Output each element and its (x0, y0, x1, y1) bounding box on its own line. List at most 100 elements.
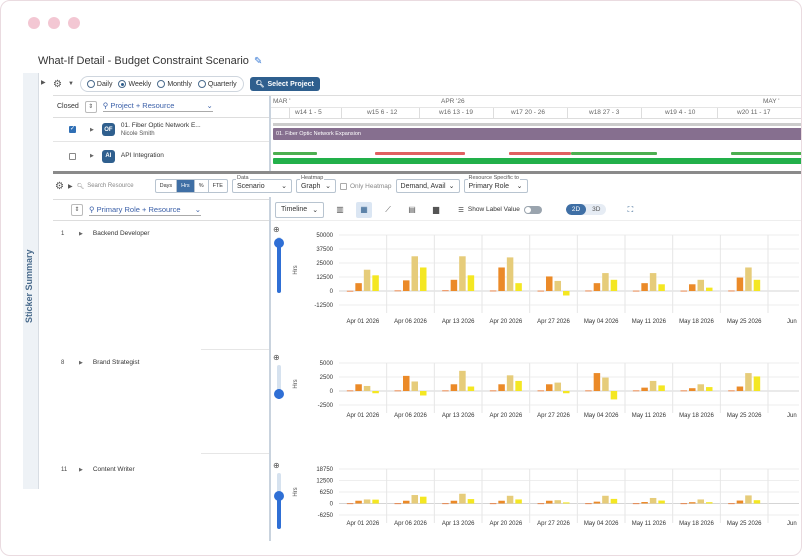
radio-weekly[interactable]: Weekly (118, 80, 151, 88)
bar (610, 498, 618, 504)
select-project-button[interactable]: 🔍︎ Select Project (249, 77, 320, 91)
window-dot-maximize[interactable] (68, 17, 80, 29)
gantt-header: Closed ⇕ ⚲ Project + Resource ⌄ (53, 96, 269, 118)
sort-icon[interactable]: ⇕ (71, 204, 83, 216)
gantt-task-bar[interactable] (273, 152, 317, 155)
data-select[interactable]: Data Scenario ⌄ (231, 175, 292, 193)
bar (753, 376, 761, 391)
group-by-project-select[interactable]: ⚲ Project + Resource ⌄ (102, 101, 213, 112)
zoom-slider[interactable]: ⊕ (273, 353, 285, 401)
gantt-task-bar[interactable] (273, 158, 801, 164)
chart-content-writer[interactable]: Hrs 18750 12500 6250 0 -6250 Apr 01 2026 Apr 06… (289, 463, 802, 539)
chevron-down-icon: ⌄ (194, 204, 201, 214)
view-mode-select[interactable]: Timeline ⌄ (275, 201, 325, 218)
caret-right-icon[interactable]: ▶ (67, 183, 73, 190)
radio-daily[interactable]: Daily (86, 80, 112, 88)
x-tick-label: Apr 13 2026 (442, 521, 475, 527)
edit-icon[interactable]: ✎ (253, 55, 263, 67)
bar (641, 283, 648, 291)
bar (745, 495, 752, 504)
expand-row-icon[interactable]: ▶ (90, 126, 94, 133)
bar (602, 273, 609, 291)
demand-select[interactable]: Demand, Avail ⌄ (395, 179, 460, 193)
gantt-task-bar[interactable] (571, 152, 657, 155)
radio-circle-icon (197, 80, 206, 88)
sort-icon[interactable]: ⇕ (84, 100, 97, 113)
map-icon[interactable]: ⛶ (627, 204, 634, 214)
panel-splitter[interactable] (269, 197, 271, 541)
week-label: w18 27 - 3 (589, 109, 620, 116)
show-label-value-toggle[interactable]: ☰ Show Label Value (458, 205, 542, 214)
x-tick-label: Apr 20 2026 (489, 319, 522, 325)
bar (641, 502, 648, 504)
group-by-role-select[interactable]: ⚲ Primary Role + Resource ⌄ (89, 204, 201, 216)
bar (450, 279, 458, 291)
stacked-chart-icon[interactable]: ▤ (408, 205, 416, 214)
bar (515, 499, 522, 504)
unit-hrs[interactable]: Hrs (177, 180, 195, 192)
chart-backend-developer[interactable]: Hrs 50000 37500 25000 12500 0 -12500 Apr 01 202… (289, 227, 802, 345)
project-row[interactable]: ▶ OF 01. Fiber Optic Network E... Nicole… (53, 118, 269, 142)
area-chart-icon[interactable]: ▆ (433, 205, 440, 214)
gantt-timeline[interactable]: MAR ' APR '26 MAY ' w14 1 - 5 w15 6 - 12… (269, 96, 801, 172)
gantt-bar[interactable]: 01. Fiber Optic Network Expansion (273, 128, 801, 140)
bar (728, 290, 735, 292)
row-checkbox[interactable] (69, 125, 76, 133)
mode-2d[interactable]: 2D (565, 204, 587, 215)
x-tick-label: Jun (787, 413, 797, 419)
radio-quarterly[interactable]: Quarterly (197, 80, 237, 88)
bar (355, 500, 362, 504)
week-label: w19 4 - 10 (665, 109, 696, 116)
resource-specific-select[interactable]: Resource Specific to Primary Role ⌄ (463, 175, 528, 193)
slider-knob[interactable] (274, 389, 284, 399)
gantt-task-bar[interactable] (375, 152, 465, 155)
x-tick-label: May 18 2026 (679, 319, 714, 325)
only-heatmap-checkbox[interactable]: Only Heatmap (339, 182, 392, 190)
slider-knob[interactable] (274, 491, 284, 501)
gear-icon[interactable]: ⚙ (55, 180, 64, 192)
resource-row[interactable]: 11 ▶ Content Writer (61, 466, 135, 473)
grouped-bar-chart-icon[interactable]: ▦ (356, 201, 373, 218)
bar-chart-icon[interactable]: ▥ (336, 205, 344, 214)
gantt-task-bar[interactable] (509, 152, 571, 155)
chart-brand-strategist[interactable]: Hrs 5000 2500 0 -2500 Apr 01 2026 Apr 06 2026 A… (289, 355, 802, 431)
slider-knob[interactable] (274, 238, 284, 248)
zoom-slider[interactable]: ⊕ (273, 225, 285, 295)
line-chart-icon[interactable]: ⟋ (385, 204, 391, 214)
expand-row-icon[interactable]: ▶ (79, 230, 83, 237)
radio-monthly[interactable]: Monthly (157, 80, 192, 88)
splitter[interactable] (53, 171, 801, 174)
search-resource-input[interactable]: 🔍︎ Search Resource (76, 183, 134, 190)
toggle-switch[interactable] (523, 205, 542, 214)
x-tick-label: May 04 2026 (584, 319, 619, 325)
gantt-task-bar[interactable] (731, 152, 801, 155)
expand-row-icon[interactable]: ▶ (79, 466, 83, 473)
zoom-slider[interactable]: ⊕ (273, 461, 285, 531)
gear-icon[interactable]: ⚙ (53, 78, 62, 90)
y-axis-label: Hrs (293, 265, 299, 274)
expand-row-icon[interactable]: ▶ (90, 153, 94, 159)
zoom-icon: ⊕ (273, 461, 280, 470)
unit-percent[interactable]: % (195, 180, 209, 192)
unit-fte[interactable]: FTE (212, 183, 223, 189)
bar (442, 503, 449, 505)
window-dot-close[interactable] (28, 17, 40, 29)
bar (680, 390, 688, 392)
week-label: w20 11 - 17 (737, 109, 771, 116)
resource-row[interactable]: 1 ▶ Backend Developer (61, 230, 150, 237)
project-row[interactable]: ▶ AI API Integration (53, 144, 269, 168)
bar (706, 502, 713, 504)
mode-3d[interactable]: 3D (592, 206, 601, 213)
row-checkbox[interactable] (69, 152, 76, 160)
caret-down-icon[interactable]: ▼ (67, 81, 74, 87)
project-gantt: Closed ⇕ ⚲ Project + Resource ⌄ ▶ OF 01.… (53, 95, 801, 172)
resource-name: Backend Developer (92, 230, 150, 237)
expand-row-icon[interactable]: ▶ (79, 359, 83, 366)
expand-arrow-icon[interactable]: ▶ (41, 80, 46, 86)
bar (610, 391, 618, 400)
unit-days[interactable]: Days (156, 180, 178, 192)
sticker-summary-panel[interactable]: Sticker Summary (23, 73, 39, 489)
heatmap-select[interactable]: Heatmap Graph ⌄ (295, 175, 336, 193)
window-dot-minimize[interactable] (48, 17, 60, 29)
resource-row[interactable]: 8 ▶ Brand Strategist (61, 359, 140, 366)
